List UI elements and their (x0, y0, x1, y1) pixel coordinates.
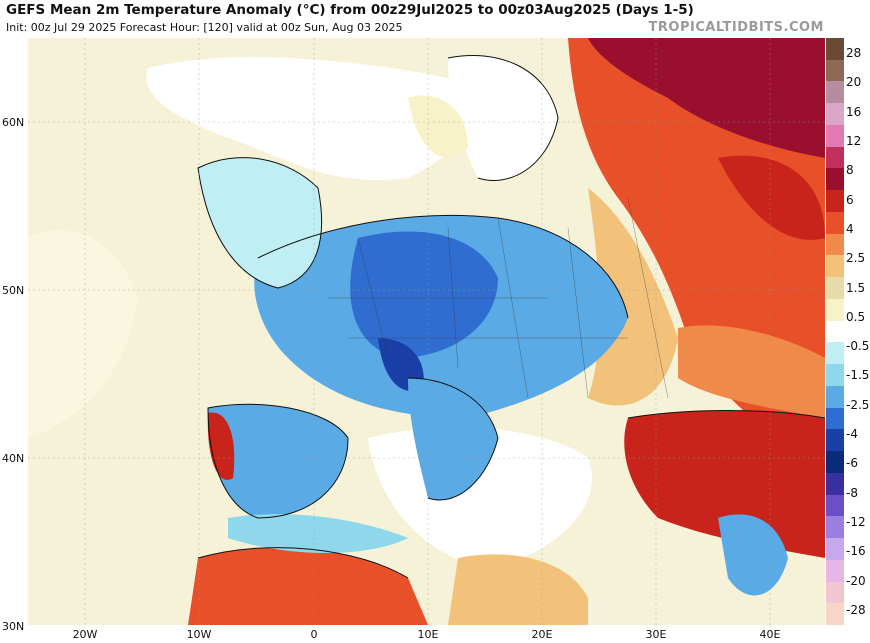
colorbar-swatch (826, 538, 844, 561)
colorbar-tick-label: 2.5 (846, 251, 866, 266)
cold-anomaly-germany-france (350, 231, 498, 358)
cool-anomaly-iberia (208, 404, 348, 518)
cool-anomaly-british-isles (198, 157, 322, 288)
colorbar-tick-label: -28 (846, 603, 866, 617)
lat-label-60n: 60N (2, 116, 25, 129)
colorbar-swatch (826, 233, 844, 256)
colorbar-swatch (826, 146, 844, 169)
colorbar-legend: 28 20 16 12 8 6 4 2.5 1.5 0.5 -0.5 -1.5 -2.5 -4 -6 -8 -1… (826, 38, 870, 626)
mild-warm-band (588, 188, 678, 406)
mild-warm-libya (448, 554, 588, 625)
lat-label-50n: 50N (2, 284, 25, 297)
warm-anomaly-north-africa (188, 547, 428, 625)
colorbar-swatch (826, 364, 844, 387)
colorbar-tick-label: 4 (846, 221, 854, 236)
colorbar-tick-label: 0.5 (846, 309, 866, 324)
colorbar-swatch (826, 494, 844, 517)
colorbar-tick-label: -8 (846, 485, 858, 500)
lon-label-10w: 10W (186, 628, 212, 641)
lon-label-40e: 40E (759, 628, 781, 641)
neutral-scandinavia (448, 55, 558, 181)
lat-label-40n: 40N (2, 452, 25, 465)
map-canvas (28, 38, 825, 625)
colorbar-swatch (826, 516, 844, 539)
colorbar-tick-label: -6 (846, 456, 858, 471)
colorbar-swatch (826, 603, 844, 626)
colorbar-tick-label: -12 (846, 515, 866, 530)
coastlines (197, 55, 825, 579)
colorbar-swatch (826, 451, 844, 474)
colorbar-swatch (826, 59, 844, 82)
cool-anomaly-italy (408, 378, 498, 500)
lon-label-10e: 10E (417, 628, 439, 641)
colorbar-swatch (826, 277, 844, 300)
colorbar-swatch (826, 407, 844, 430)
colorbar-swatch (826, 385, 844, 409)
lat-label-30n: 30N (2, 620, 25, 633)
colorbar-swatch (826, 559, 844, 582)
colorbar-swatch (826, 581, 844, 604)
neutral-atlantic-region (28, 230, 138, 438)
brand-watermark: TROPICALTIDBITS.COM (648, 20, 824, 35)
colorbar-swatch (826, 81, 844, 104)
colorbar-swatch (826, 320, 844, 343)
map-header: GEFS Mean 2m Temperature Anomaly (°C) fr… (0, 0, 870, 37)
warm-anomaly-russia (718, 155, 825, 240)
colorbar-swatch (826, 103, 844, 126)
lon-label-20w: 20W (72, 628, 98, 641)
anomaly-map (28, 38, 825, 625)
colorbar-tick-label: -4 (846, 427, 858, 442)
colorbar-swatch (826, 211, 844, 235)
colorbar-swatch (826, 472, 844, 496)
colorbar-tick-label: 16 (846, 104, 862, 119)
colorbar-tick-label: 1.5 (846, 280, 866, 295)
colorbar-swatch (826, 190, 844, 213)
colorbar-tick-label: 8 (846, 163, 854, 178)
strong-warm-anomaly-northeast (588, 38, 825, 158)
neutral-white-region (146, 57, 474, 180)
init-forecast-info: Init: 00z Jul 29 2025 Forecast Hour: [12… (6, 21, 403, 34)
colorbar-tick-label: 6 (846, 192, 854, 207)
lon-label-30e: 30E (645, 628, 667, 641)
colorbar-tick-label: -0.5 (846, 339, 870, 354)
colorbar-swatch (826, 124, 844, 148)
colorbar-tick-label: 28 (846, 46, 862, 60)
colorbar-swatch (826, 298, 844, 322)
colorbar-swatch (826, 429, 844, 452)
mild-norway (408, 95, 468, 158)
colorbar-tick-label: -20 (846, 573, 866, 588)
colorbar-tick-label: -2.5 (846, 397, 870, 412)
colorbar-swatch (826, 168, 844, 191)
cool-anomaly-levant (718, 514, 788, 596)
lon-label-20e: 20E (531, 628, 553, 641)
colorbar-swatch (826, 342, 844, 365)
colorbar-tick-label: 12 (846, 133, 862, 148)
colorbar-swatch (826, 255, 844, 278)
warm-anomaly-ukraine (678, 325, 825, 418)
cool-anomaly-algeria-coast (228, 514, 408, 553)
colorbar-tick-label: 20 (846, 75, 862, 90)
country-borders (328, 197, 669, 399)
colorbar-swatch (826, 38, 844, 61)
warm-anomaly-turkey (624, 410, 825, 558)
colorbar-tick-label: -1.5 (846, 368, 870, 383)
lon-label-0: 0 (310, 628, 318, 641)
colorbar-tick-label: -16 (846, 544, 866, 559)
map-title: GEFS Mean 2m Temperature Anomaly (°C) fr… (6, 2, 694, 18)
